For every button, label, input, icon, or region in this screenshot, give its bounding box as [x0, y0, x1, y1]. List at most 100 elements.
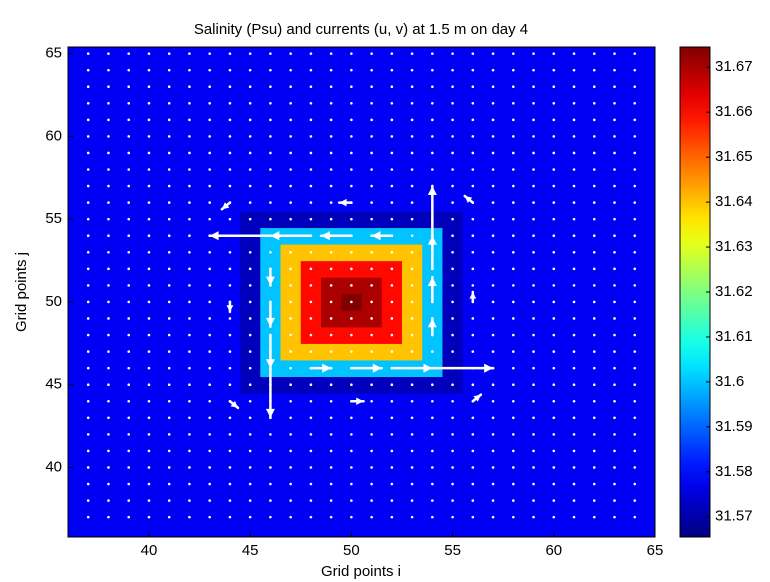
quiver-dot — [512, 168, 515, 171]
quiver-dot — [572, 515, 576, 519]
quiver-dot — [572, 449, 576, 453]
quiver-dot — [431, 482, 434, 486]
quiver-dot — [228, 466, 232, 469]
quiver-dot — [208, 449, 211, 453]
quiver-dot — [370, 250, 373, 254]
quiver-dot — [592, 267, 596, 271]
quiver-dot — [390, 482, 394, 486]
quiver-dot — [188, 499, 191, 502]
quiver-dot — [451, 184, 454, 188]
quiver-dot — [86, 515, 90, 519]
quiver-dot — [107, 151, 110, 155]
quiver-dot — [451, 234, 454, 238]
quiver-dot — [289, 416, 292, 420]
quiver-dot — [552, 515, 556, 519]
quiver-dot — [572, 366, 576, 370]
quiver-dot — [431, 433, 434, 436]
quiver-dot — [471, 466, 475, 469]
quiver-dot — [269, 135, 272, 138]
quiver-dot — [370, 135, 373, 138]
quiver-dot — [107, 284, 110, 287]
quiver-dot — [410, 383, 414, 387]
quiver-dot — [633, 101, 637, 105]
quiver-dot — [350, 217, 353, 221]
quiver-dot — [410, 499, 414, 502]
quiver-dot — [329, 433, 333, 436]
current-arrow — [431, 363, 495, 373]
current-arrow — [350, 363, 383, 373]
quiver-dot — [208, 416, 211, 420]
quiver-dot — [592, 118, 596, 122]
quiver-dot — [572, 284, 576, 287]
quiver-dot — [208, 250, 211, 254]
quiver-dot — [309, 101, 313, 105]
quiver-dot — [552, 234, 556, 238]
quiver-dot — [532, 85, 535, 89]
quiver-dot — [532, 433, 535, 436]
quiver-dot — [289, 217, 292, 221]
quiver-dot — [147, 68, 151, 72]
quiver-dot — [86, 101, 90, 105]
quiver-dot — [532, 267, 535, 271]
quiver-dot — [552, 366, 556, 370]
quiver-dot — [552, 135, 556, 138]
quiver-dot — [86, 499, 90, 502]
quiver-dot — [390, 135, 394, 138]
quiver-dot — [390, 333, 394, 337]
quiver-dot — [552, 383, 556, 387]
quiver-dot — [512, 201, 515, 204]
quiver-dot — [491, 267, 495, 271]
quiver-dot — [86, 366, 90, 370]
quiver-dot — [410, 515, 414, 519]
quiver-dot — [633, 300, 637, 304]
quiver-dot — [471, 284, 475, 287]
quiver-dot — [86, 449, 90, 453]
quiver-dot — [491, 350, 495, 353]
quiver-dot — [370, 416, 373, 420]
quiver-dot — [471, 234, 475, 238]
quiver-dot — [370, 168, 373, 171]
quiver-dot — [572, 184, 576, 188]
quiver-dot — [228, 151, 232, 155]
quiver-dot — [208, 366, 211, 370]
quiver-dot — [451, 300, 454, 304]
quiver-dot — [107, 267, 110, 271]
quiver-dot — [633, 267, 637, 271]
quiver-dot — [512, 300, 515, 304]
quiver-dot — [431, 449, 434, 453]
quiver-dot — [592, 184, 596, 188]
quiver-dot — [471, 350, 475, 353]
quiver-dot — [532, 499, 535, 502]
quiver-dot — [552, 68, 556, 72]
quiver-dot — [86, 350, 90, 353]
y-tick-label: 40 — [45, 458, 62, 475]
quiver-dot — [208, 399, 211, 403]
quiver-dot — [613, 68, 616, 72]
quiver-dot — [552, 399, 556, 403]
quiver-dot — [613, 366, 616, 370]
quiver-dot — [107, 515, 110, 519]
quiver-dot — [188, 168, 191, 171]
quiver-dot — [633, 201, 637, 204]
quiver-dot — [309, 515, 313, 519]
quiver-dot — [107, 466, 110, 469]
quiver-dot — [633, 68, 637, 72]
quiver-dot — [309, 284, 313, 287]
quiver-dot — [86, 482, 90, 486]
quiver-dot — [350, 135, 353, 138]
quiver-dot — [613, 350, 616, 353]
quiver-dot — [633, 85, 637, 89]
quiver-dot — [269, 52, 272, 55]
quiver-dot — [350, 350, 353, 353]
quiver-dot — [491, 118, 495, 122]
quiver-dot — [248, 499, 252, 502]
current-arrow — [427, 234, 437, 271]
quiver-dot — [107, 168, 110, 171]
quiver-dot — [370, 267, 373, 271]
quiver-dot — [147, 184, 151, 188]
quiver-dot — [572, 317, 576, 320]
quiver-dot — [289, 250, 292, 254]
colorbar-scale — [679, 46, 711, 538]
quiver-dot — [309, 350, 313, 353]
quiver-dot — [370, 499, 373, 502]
